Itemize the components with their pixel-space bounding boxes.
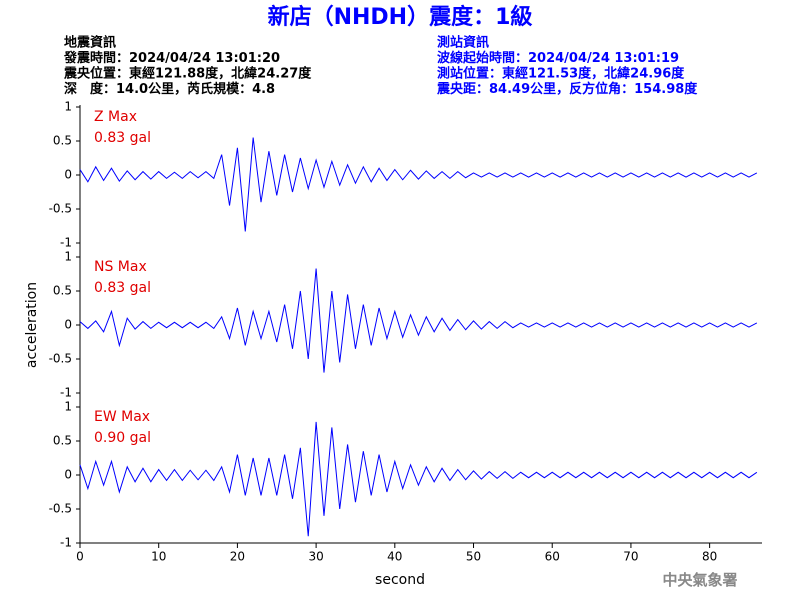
y-tick-label: 1 (64, 250, 72, 264)
info-line: 發震時間：2024/04/24 13:01:20 (63, 50, 280, 66)
y-tick-label: -1 (60, 236, 72, 250)
x-axis-label: second (375, 572, 425, 588)
x-tick-label: 40 (387, 550, 402, 564)
y-tick-label: 0.5 (53, 284, 72, 298)
info-line: 測站資訊 (437, 35, 489, 51)
x-tick-label: 80 (702, 550, 717, 564)
info-line: 震央位置：東經121.88度，北緯24.27度 (63, 66, 312, 82)
x-tick-label: 30 (308, 550, 323, 564)
y-tick-label: 0.5 (53, 134, 72, 148)
x-tick-label: 50 (466, 550, 481, 564)
x-tick-label: 60 (545, 550, 560, 564)
max-annotation: EW Max (94, 409, 150, 425)
y-tick-label: -1 (60, 386, 72, 400)
y-tick-label: 0 (64, 318, 72, 332)
waveform (79, 421, 758, 537)
max-annotation: 0.83 gal (94, 130, 151, 146)
max-annotation: 0.83 gal (94, 280, 151, 296)
info-line: 波線起始時間：2024/04/24 13:01:19 (437, 50, 679, 66)
title: 新店（NHDH）震度：1級 (268, 4, 533, 30)
max-annotation: 0.90 gal (94, 430, 151, 446)
info-line: 地震資訊 (64, 35, 116, 51)
waveform (79, 268, 758, 373)
x-tick-label: 10 (151, 550, 166, 564)
x-tick-label: 20 (230, 550, 245, 564)
y-tick-label: 1 (64, 100, 72, 114)
x-tick-label: 0 (76, 550, 84, 564)
y-tick-label: 0.5 (53, 434, 72, 448)
y-tick-label: -1 (60, 536, 72, 550)
y-tick-label: 1 (64, 400, 72, 414)
y-tick-label: 0 (64, 468, 72, 482)
x-tick-label: 70 (623, 550, 638, 564)
max-annotation: NS Max (94, 259, 147, 275)
waveform (79, 137, 758, 232)
y-tick-label: -0.5 (49, 352, 72, 366)
y-axis-label: acceleration (24, 282, 40, 368)
info-line: 深 度：14.0公里，芮氏規模：4.8 (64, 81, 275, 97)
info-line: 震央距：84.49公里，反方位角：154.98度 (436, 81, 698, 97)
max-annotation: Z Max (94, 109, 137, 125)
y-tick-label: 0 (64, 168, 72, 182)
y-tick-label: -0.5 (49, 502, 72, 516)
y-tick-label: -0.5 (49, 202, 72, 216)
info-line: 測站位置：東經121.53度，北緯24.96度 (437, 66, 685, 82)
credit: 中央氣象署 (662, 571, 737, 589)
